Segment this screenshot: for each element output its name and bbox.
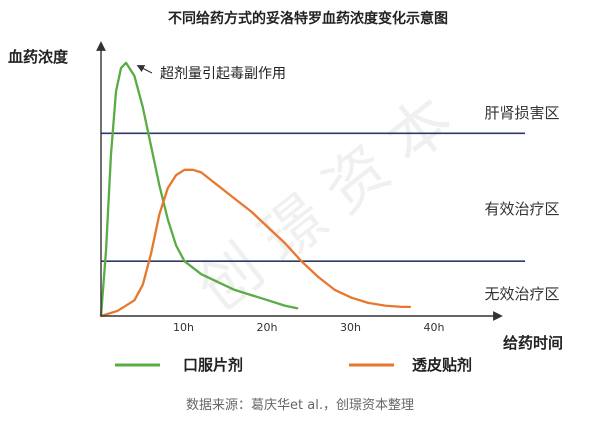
x-tick-label-3: 30h (340, 321, 361, 334)
annotation-arrow (136, 65, 153, 74)
x-tick-label-4: 40h (424, 321, 445, 334)
legend-label-1: 口服片剂 (183, 356, 243, 374)
chart-title: 不同给药方式的妥洛特罗血药浓度变化示意图 (168, 10, 448, 27)
x-tick-label-2: 20h (257, 321, 278, 334)
x-axis-label: 给药时间 (503, 334, 563, 352)
legend-label-2: 透皮贴剂 (412, 356, 472, 374)
zone-label-2: 有效治疗区 (484, 200, 559, 218)
y-axis-label: 血药浓度 (8, 48, 69, 66)
zone-label-3: 无效治疗区 (484, 285, 559, 303)
source-note: 数据来源：葛庆华et al.，创璟资本整理 (186, 398, 414, 413)
x-tick-label-1: 10h (173, 321, 194, 334)
zone-label-1: 肝肾损害区 (484, 104, 559, 122)
annotation-text: 超剂量引起毒副作用 (160, 66, 286, 82)
series-line-2 (99, 168, 412, 318)
